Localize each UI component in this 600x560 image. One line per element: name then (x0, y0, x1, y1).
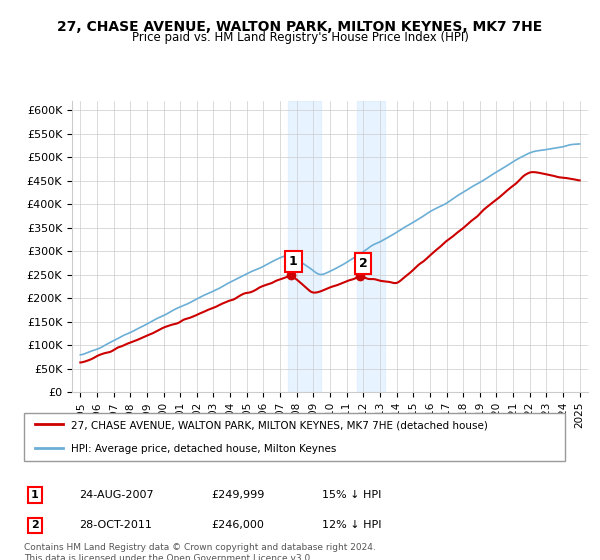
Text: Contains HM Land Registry data © Crown copyright and database right 2024.
This d: Contains HM Land Registry data © Crown c… (24, 543, 376, 560)
Text: 24-AUG-2007: 24-AUG-2007 (79, 490, 154, 500)
Bar (287, 101, 321, 392)
Text: 15% ↓ HPI: 15% ↓ HPI (322, 490, 382, 500)
Text: 2: 2 (31, 520, 39, 530)
Bar (357, 101, 385, 392)
FancyBboxPatch shape (24, 413, 565, 461)
Text: 1: 1 (31, 490, 39, 500)
Text: 27, CHASE AVENUE, WALTON PARK, MILTON KEYNES, MK7 7HE (detached house): 27, CHASE AVENUE, WALTON PARK, MILTON KE… (71, 421, 488, 431)
Text: 2: 2 (359, 257, 367, 270)
Text: HPI: Average price, detached house, Milton Keynes: HPI: Average price, detached house, Milt… (71, 445, 336, 454)
Text: 28-OCT-2011: 28-OCT-2011 (79, 520, 152, 530)
Text: 12% ↓ HPI: 12% ↓ HPI (322, 520, 382, 530)
Text: 27, CHASE AVENUE, WALTON PARK, MILTON KEYNES, MK7 7HE: 27, CHASE AVENUE, WALTON PARK, MILTON KE… (58, 20, 542, 34)
Text: £246,000: £246,000 (212, 520, 265, 530)
Text: £249,999: £249,999 (212, 490, 265, 500)
Text: Price paid vs. HM Land Registry's House Price Index (HPI): Price paid vs. HM Land Registry's House … (131, 31, 469, 44)
Text: 1: 1 (289, 255, 298, 268)
